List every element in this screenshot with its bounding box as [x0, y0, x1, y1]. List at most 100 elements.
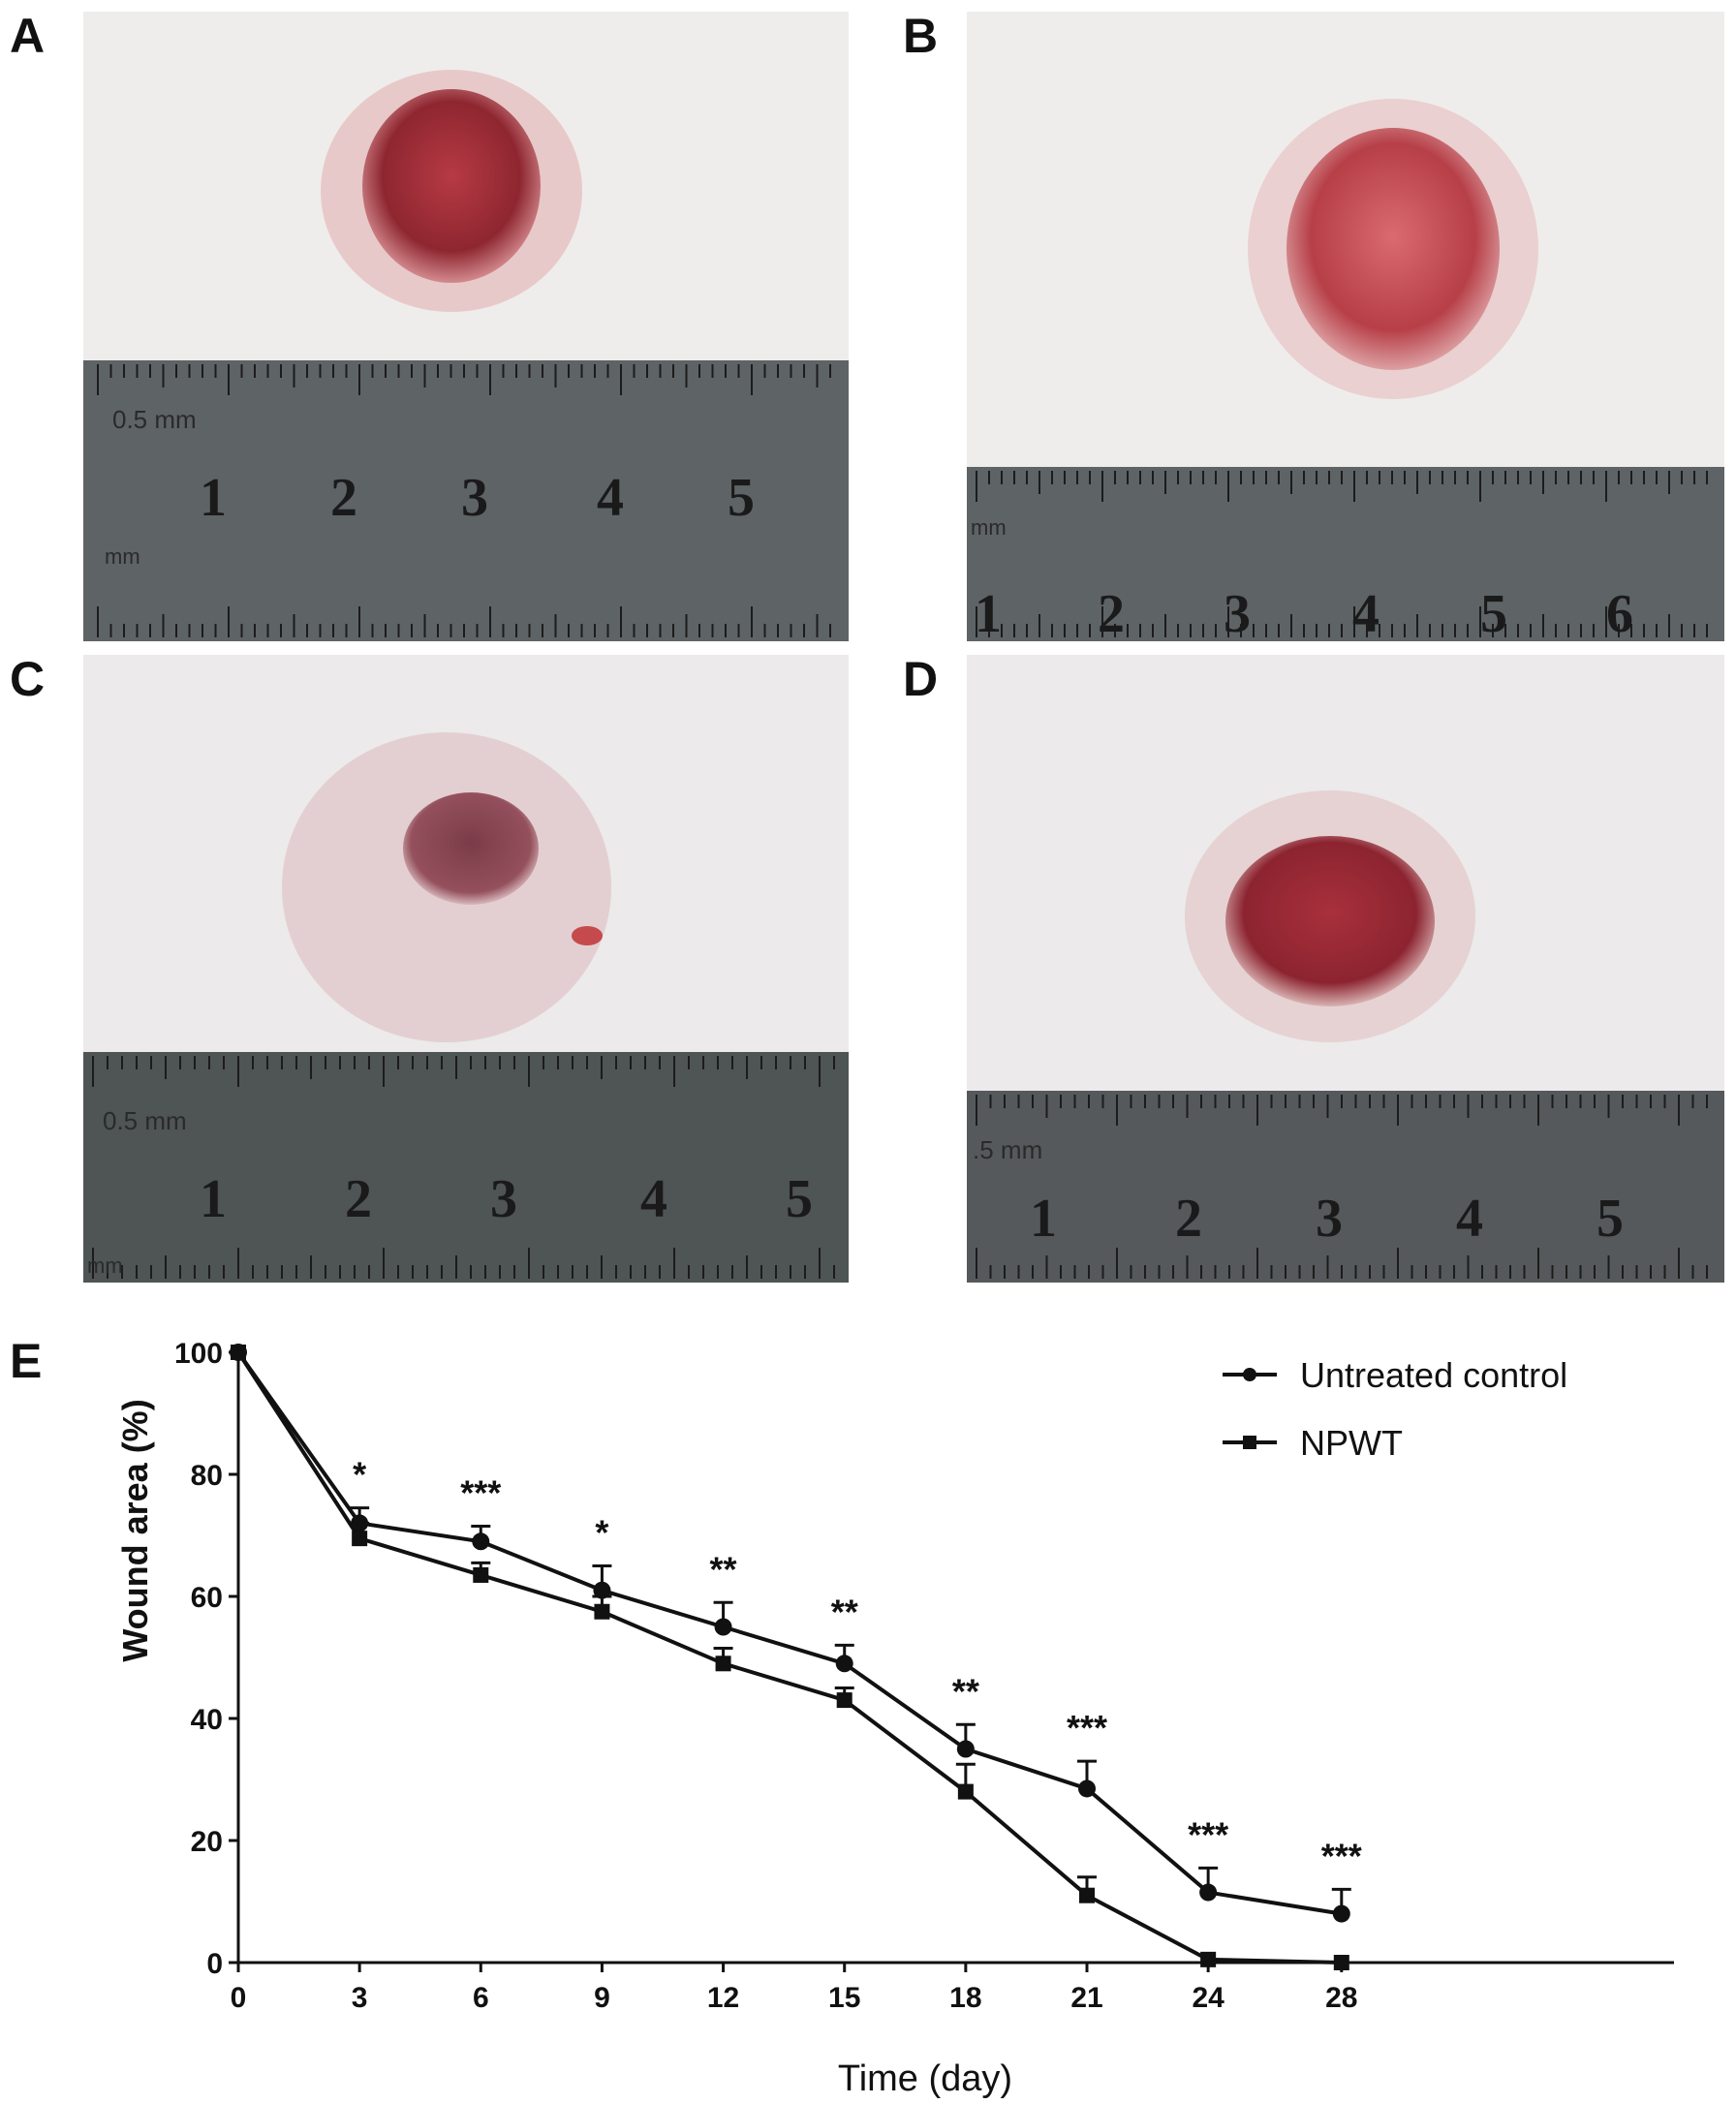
x-tick-label: 24	[1192, 1982, 1224, 2014]
wound-photo-d: .5 mm 1 2 3 4 5	[967, 655, 1724, 1283]
ruler-unit-text: mm	[971, 515, 1007, 540]
x-tick-label: 6	[473, 1982, 489, 2014]
data-point-untreated	[835, 1655, 853, 1673]
significance-marker: ***	[1188, 1814, 1228, 1854]
significance-marker: *	[353, 1455, 366, 1495]
ruler-number: 3	[461, 468, 488, 528]
wound-bed	[362, 89, 541, 283]
data-point-npwt	[1200, 1951, 1217, 1967]
x-tick-label: 0	[231, 1982, 247, 2014]
ruler-number: 4	[1456, 1189, 1483, 1249]
ruler-body	[83, 360, 849, 641]
data-point-npwt	[715, 1655, 731, 1672]
wound-area-chart: Wound area (%) Time (day) 0 20 40 60 80 100 0 3…	[115, 1338, 1674, 2099]
ruler-number: 5	[786, 1169, 813, 1229]
series-line-npwt	[236, 1350, 1342, 1965]
ruler-number: 5	[1596, 1189, 1624, 1249]
data-point-npwt	[957, 1783, 974, 1800]
legend-marker-npwt	[1243, 1436, 1256, 1449]
ruler-number: 4	[640, 1169, 667, 1229]
x-tick-label: 28	[1325, 1982, 1357, 2014]
ruler-number: 1	[975, 584, 1002, 641]
significance-marker: **	[952, 1671, 979, 1711]
ruler-unit-text: mm	[105, 544, 140, 569]
wound-photo-c: 0.5 mm mm 1 2 3 4 5	[83, 655, 849, 1283]
data-point-npwt	[231, 1345, 246, 1360]
ruler-scale-text: .5 mm	[973, 1135, 1042, 1164]
significance-marker: **	[831, 1592, 858, 1631]
ruler-ticks	[97, 364, 831, 637]
ruler-number: 2	[1098, 584, 1125, 641]
ruler-number: 3	[1224, 584, 1251, 641]
wound-photo-b: mm 1 2 3 4 5 6	[967, 12, 1724, 641]
data-point-untreated	[956, 1740, 975, 1758]
data-point-untreated	[1199, 1883, 1218, 1902]
ruler-scale-text: 0.5 mm	[103, 1106, 187, 1135]
ruler-number: 3	[1316, 1189, 1343, 1249]
data-point-npwt	[1333, 1955, 1349, 1970]
ruler-number: 5	[1480, 584, 1507, 641]
series-line-untreated	[236, 1350, 1343, 1916]
wound-bed	[403, 792, 539, 905]
ruler-body	[967, 1091, 1724, 1283]
ruler-ticks	[976, 471, 1708, 637]
legend: Untreated control NPWT	[1223, 1355, 1567, 1463]
y-tick-label: 0	[206, 1948, 223, 1980]
ruler-number: 1	[1030, 1189, 1057, 1249]
significance-marker: *	[595, 1513, 608, 1553]
data-point-untreated	[472, 1532, 490, 1551]
wound-bed	[1225, 836, 1435, 1006]
ruler-number: 6	[1606, 584, 1633, 641]
ruler-scale-text: 0.5 mm	[112, 405, 197, 434]
y-tick-label: 40	[191, 1704, 223, 1736]
x-tick-label: 18	[949, 1982, 981, 2014]
ruler-number: 5	[728, 468, 755, 528]
data-point-npwt	[836, 1692, 852, 1709]
y-tick-label: 20	[191, 1826, 223, 1858]
ruler-ticks	[976, 1095, 1708, 1279]
significance-marker: **	[710, 1549, 737, 1589]
panel-label-a: A	[10, 9, 46, 63]
significance-marker: ***	[1321, 1836, 1362, 1875]
ruler-number: 1	[200, 468, 227, 528]
data-point-untreated	[714, 1618, 732, 1636]
wound-bed	[1286, 128, 1500, 370]
ruler-number: 2	[330, 468, 357, 528]
ruler-number: 4	[1352, 584, 1380, 641]
legend-label-untreated: Untreated control	[1300, 1355, 1567, 1395]
legend-label-npwt: NPWT	[1300, 1423, 1403, 1463]
data-point-untreated	[1078, 1779, 1096, 1798]
significance-marker: ***	[460, 1473, 501, 1513]
scab	[572, 926, 603, 945]
x-tick-label: 9	[594, 1982, 610, 2014]
ruler-body	[967, 467, 1724, 641]
data-point-npwt	[352, 1531, 368, 1547]
panel-label-b: B	[903, 9, 939, 63]
data-point-npwt	[473, 1566, 489, 1583]
x-tick-label: 3	[352, 1982, 368, 2014]
ruler-body	[83, 1052, 849, 1283]
ruler-ticks	[92, 1056, 835, 1279]
panel-label-e: E	[10, 1334, 43, 1388]
wound-photo-a: 0.5 mm mm 1 2 3 4 5	[83, 12, 849, 641]
ruler-number: 2	[1175, 1189, 1202, 1249]
ruler-number: 2	[345, 1169, 372, 1229]
y-tick-label: 60	[191, 1582, 223, 1614]
data-point-untreated	[1332, 1904, 1350, 1923]
x-tick-label: 12	[707, 1982, 739, 2014]
y-tick-label: 80	[191, 1460, 223, 1492]
x-tick-label: 21	[1070, 1982, 1102, 2014]
data-point-npwt	[1079, 1887, 1095, 1903]
significance-marker: ***	[1067, 1708, 1107, 1748]
data-point-npwt	[594, 1603, 610, 1620]
ruler-number: 4	[597, 468, 624, 528]
ruler-unit-text: mm	[87, 1253, 123, 1278]
y-axis-label: Wound area (%)	[115, 1399, 155, 1661]
ruler-number: 3	[490, 1169, 517, 1229]
data-point-untreated	[593, 1581, 611, 1599]
panel-label-d: D	[903, 652, 939, 706]
x-axis-label: Time (day)	[838, 2058, 1012, 2099]
y-tick-label: 100	[174, 1338, 223, 1370]
panel-label-c: C	[10, 652, 46, 706]
